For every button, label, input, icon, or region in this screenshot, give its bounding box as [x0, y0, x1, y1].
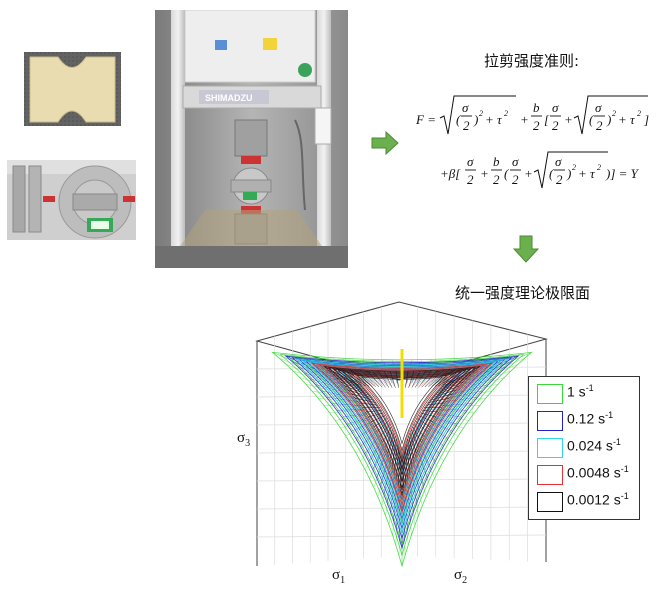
svg-text:b: b	[493, 154, 500, 169]
svg-text:σ: σ	[595, 100, 602, 115]
legend-label: 1 s-1	[567, 383, 594, 400]
svg-text:2: 2	[556, 172, 563, 187]
svg-text:σ: σ	[552, 100, 559, 115]
svg-text:2: 2	[533, 118, 540, 133]
svg-text:+: +	[524, 166, 533, 181]
legend-item: 1 s-1	[529, 380, 639, 408]
svg-text:σ: σ	[512, 154, 519, 169]
svg-text:(: (	[456, 112, 461, 127]
specimen-photo	[24, 52, 121, 126]
legend-swatch	[537, 492, 563, 512]
svg-text:b: b	[533, 100, 540, 115]
svg-text:+: +	[564, 112, 573, 127]
svg-text:σ: σ	[555, 154, 562, 169]
svg-text:2: 2	[552, 118, 559, 133]
machine-brand: SHIMADZU	[205, 93, 253, 103]
svg-text:2: 2	[512, 172, 519, 187]
svg-text:2: 2	[467, 172, 474, 187]
gridline	[257, 423, 546, 425]
svg-text:(: (	[549, 166, 554, 181]
svg-text:+: +	[520, 112, 529, 127]
legend-swatch	[537, 438, 563, 458]
svg-text:2: 2	[637, 109, 641, 118]
svg-text:2: 2	[479, 109, 483, 118]
fixture-photo	[7, 160, 136, 240]
axis-label-z-sub: 3	[245, 438, 250, 449]
svg-text:2: 2	[597, 163, 601, 172]
legend-item: 0.12 s-1	[529, 407, 639, 435]
legend-label: 0.12 s-1	[567, 410, 613, 427]
testing-machine-photo: SHIMADZU	[155, 10, 348, 268]
legend-item: 0.0012 s-1	[529, 488, 639, 516]
svg-text:2: 2	[596, 118, 603, 133]
legend-label: 0.0012 s-1	[567, 491, 629, 508]
formula-lhs: F =	[415, 112, 436, 127]
axis-label-y-base: σ	[454, 567, 462, 583]
svg-text:2: 2	[493, 172, 500, 187]
svg-text:(: (	[589, 112, 594, 127]
svg-text:): )	[473, 112, 478, 127]
legend-swatch	[537, 411, 563, 431]
axis-label-z: σ3	[237, 430, 250, 449]
legend-label: 0.024 s-1	[567, 437, 621, 454]
axis-label-x-sub: 1	[340, 575, 345, 586]
arrow-down-icon	[513, 235, 539, 263]
legend-item: 0.0048 s-1	[529, 461, 639, 489]
formula-tail: )] = Y	[605, 166, 640, 181]
axis-label-y-sub: 2	[462, 575, 467, 586]
svg-text:(: (	[504, 166, 509, 181]
svg-text:2: 2	[463, 118, 470, 133]
svg-text:+ τ: + τ	[618, 112, 636, 127]
arrow-right-icon	[371, 131, 399, 155]
svg-text:[: [	[544, 112, 550, 127]
svg-text:): )	[566, 166, 571, 181]
axis-label-x: σ1	[332, 567, 345, 586]
plot-legend: 1 s-1 0.12 s-1 0.024 s-1 0.0048 s-1 0.00…	[528, 376, 640, 520]
legend-item: 0.024 s-1	[529, 434, 639, 462]
legend-swatch	[537, 465, 563, 485]
svg-text:+β[: +β[	[440, 166, 461, 181]
legend-swatch	[537, 384, 563, 404]
svg-text:σ: σ	[462, 100, 469, 115]
svg-text:+ τ: + τ	[578, 166, 596, 181]
svg-text:2: 2	[504, 109, 508, 118]
axis-label-y: σ2	[454, 567, 467, 586]
criterion-title: 拉剪强度准则:	[484, 50, 579, 71]
svg-text:2: 2	[572, 163, 576, 172]
formula-line-1: F = ( σ 2 ) 2 + τ 2 + b 2 [ σ 2 + ( σ 2	[416, 92, 654, 152]
svg-text:+: +	[480, 166, 489, 181]
svg-text:]: ]	[643, 112, 649, 127]
axis-label-z-base: σ	[237, 430, 245, 446]
legend-label: 0.0048 s-1	[567, 464, 629, 481]
formula-line-2: +β[ σ 2 + b 2 ( σ 2 + ( σ 2 ) 2 + τ 2 )]…	[440, 150, 650, 200]
svg-text:2: 2	[612, 109, 616, 118]
svg-text:): )	[606, 112, 611, 127]
svg-text:+ τ: + τ	[485, 112, 503, 127]
svg-text:σ: σ	[467, 154, 474, 169]
axis-label-x-base: σ	[332, 567, 340, 583]
